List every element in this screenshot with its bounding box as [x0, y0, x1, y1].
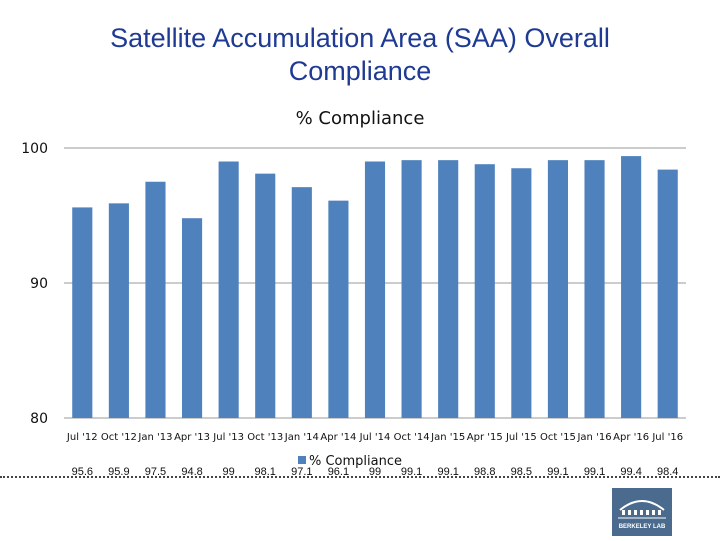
legend-swatch — [298, 456, 306, 464]
x-tick-label: Jul '15 — [505, 432, 537, 443]
legend-label: % Compliance — [309, 454, 402, 469]
x-tick-label: Apr '14 — [320, 432, 356, 443]
data-label: 95.6 — [72, 466, 93, 478]
bar — [218, 161, 239, 418]
data-label: 98.8 — [474, 466, 495, 478]
data-label: 99.1 — [437, 466, 458, 478]
x-tick-label: Jan '16 — [576, 432, 611, 443]
data-label: 98.1 — [255, 466, 276, 478]
bar — [145, 181, 166, 418]
bar — [108, 203, 129, 418]
x-tick-label: Oct '12 — [101, 432, 137, 443]
data-label: 99.1 — [584, 466, 605, 478]
bar — [72, 207, 93, 418]
x-tick-label: Apr '15 — [467, 432, 503, 443]
data-label: 98.4 — [657, 466, 678, 478]
x-tick-label: Jul '12 — [66, 432, 98, 443]
slide-title: Satellite Accumulation Area (SAA) Overal… — [110, 23, 610, 86]
y-tick-label: 100 — [21, 141, 48, 157]
bar — [621, 156, 642, 418]
data-label: 96.1 — [328, 466, 349, 478]
data-label: 99.4 — [620, 466, 641, 478]
bar — [291, 187, 312, 418]
x-tick-label: Jul '16 — [651, 432, 683, 443]
x-tick-label: Oct '15 — [540, 432, 576, 443]
y-tick-label: 80 — [30, 411, 48, 427]
x-tick-label: Jul '13 — [212, 432, 244, 443]
x-tick-label: Oct '14 — [394, 432, 430, 443]
data-label: 97.1 — [291, 466, 312, 478]
footer-divider — [0, 476, 720, 478]
bar — [474, 164, 495, 418]
data-label: 99 — [223, 466, 235, 478]
bar — [511, 168, 532, 418]
x-tick-label: Oct '13 — [247, 432, 283, 443]
data-label: 94.8 — [181, 466, 202, 478]
data-label: 99.1 — [547, 466, 568, 478]
berkeley-lab-logo: BERKELEY LAB — [612, 488, 672, 536]
chart-title: % Compliance — [295, 108, 425, 129]
data-label: 95.9 — [108, 466, 129, 478]
x-tick-label: Jul '14 — [359, 432, 391, 443]
bar — [438, 160, 459, 418]
data-label: 99.1 — [401, 466, 422, 478]
bar — [364, 161, 386, 418]
x-tick-label: Apr '16 — [613, 432, 649, 443]
data-label: 97.5 — [145, 466, 166, 478]
y-tick-label: 90 — [30, 276, 48, 292]
logo-text: BERKELEY LAB — [619, 524, 666, 530]
x-tick-label: Apr '13 — [174, 432, 210, 443]
bar — [584, 160, 605, 418]
bar — [255, 173, 276, 418]
x-tick-label: Jan '15 — [430, 432, 465, 443]
bar — [401, 160, 422, 418]
logo-graphic: BERKELEY LAB — [618, 500, 666, 530]
data-label: 99 — [369, 466, 381, 478]
x-tick-label: Jan '13 — [137, 432, 172, 443]
bar — [181, 218, 203, 418]
x-tick-label: Jan '14 — [284, 432, 319, 443]
data-label: 98.5 — [511, 466, 532, 478]
bar — [547, 160, 569, 418]
bar — [657, 169, 678, 418]
bar — [328, 200, 349, 418]
